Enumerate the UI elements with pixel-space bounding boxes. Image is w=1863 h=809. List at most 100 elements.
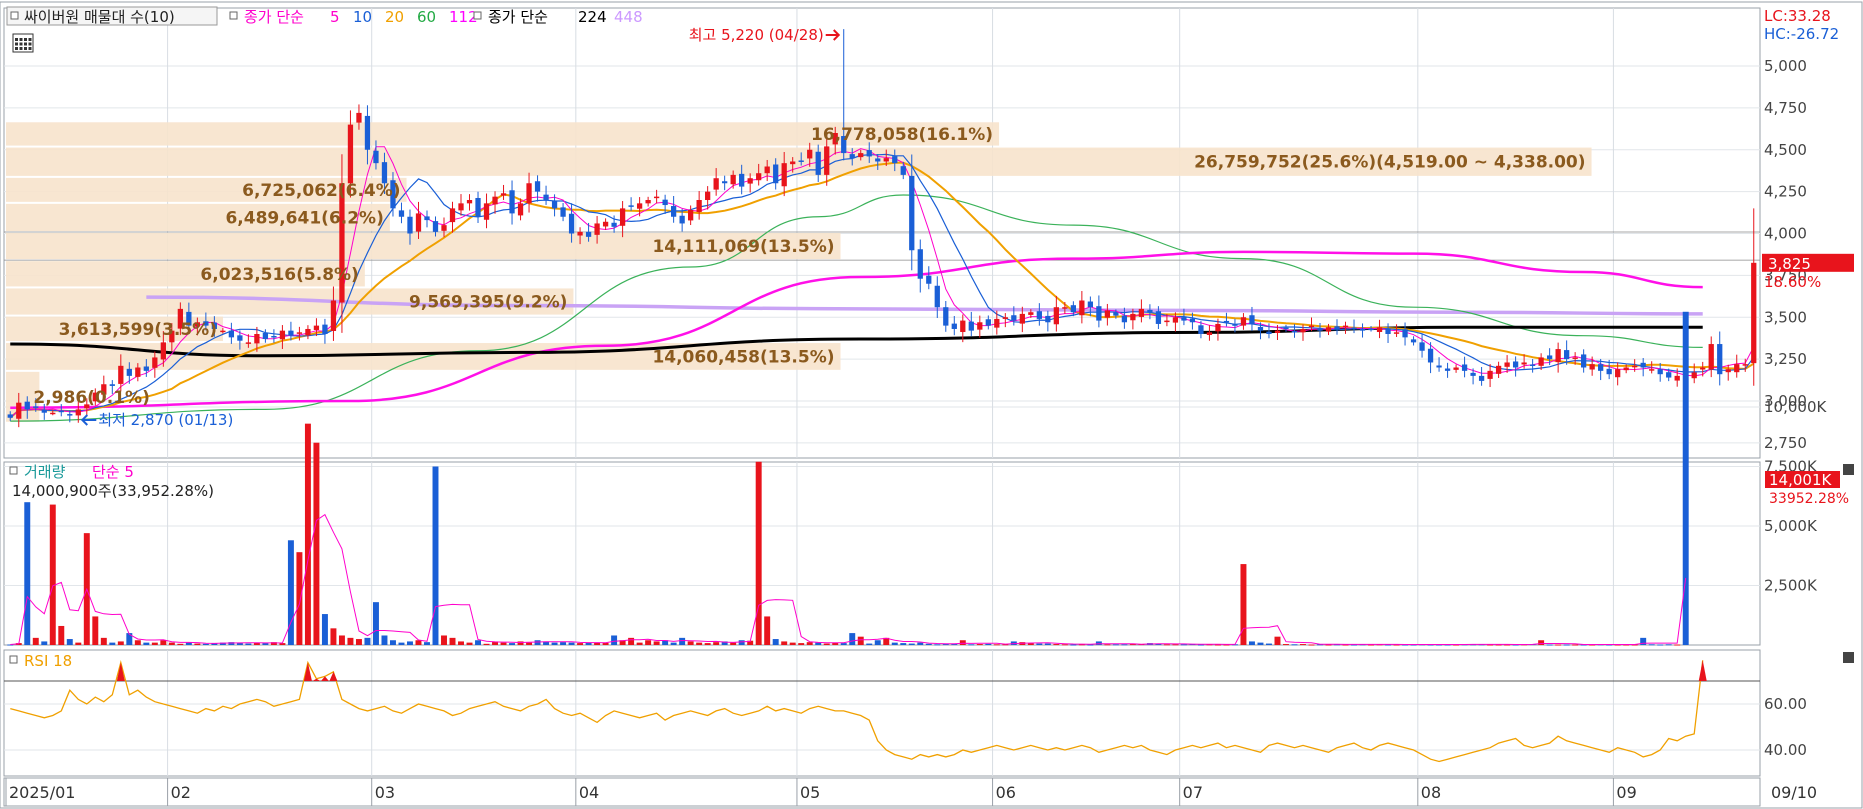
volume-bar [364,637,371,645]
calendar-cell [15,38,18,41]
volume-bar [789,642,796,645]
volume-bar [1036,643,1043,645]
volume-bar [594,642,601,645]
candle-body [636,203,643,209]
candle-body [790,161,796,165]
volume-bar [1070,644,1077,646]
candle-body [492,196,498,205]
x-axis-label: 04 [579,783,599,802]
calendar-cell [15,42,18,46]
volume-bar [585,642,592,645]
volume-bar [874,640,881,645]
candle-body [628,205,634,207]
candle-body [33,406,39,408]
volume-bar [1095,641,1102,645]
candle-body [1028,312,1034,315]
candle-body [1495,365,1502,374]
candle-body [1308,325,1315,328]
volume-bar [1648,644,1655,646]
calendar-cell [28,38,32,41]
candle-body [909,175,915,251]
rsi-overbought-marker [1698,660,1707,681]
candle-body [866,150,872,157]
volume-bar [755,461,762,645]
candle-body [815,151,821,175]
candle-body [1206,332,1213,336]
x-axis-bar [3,777,1761,807]
candle-body [41,409,47,413]
volume-profile-label: 14,060,458(13.5%) [652,347,834,367]
volume-bar [1410,644,1417,646]
volume-bar [636,642,643,645]
volume-bar [1580,644,1587,646]
candle-body [773,164,779,184]
volume-bar [1078,644,1085,646]
volume-profile-label: 14,111,069(13.5%) [652,237,834,257]
volume-bar [372,602,379,645]
volume-bar [1283,644,1289,646]
candle-body [1623,367,1629,371]
price-tick-label: 4,750 [1764,99,1807,117]
volume-bar [500,642,507,645]
volume-bar [738,640,745,645]
volume-bar [1674,644,1681,646]
volume-bar [781,641,788,645]
volume-bar [798,643,805,645]
rsi-overbought-marker [320,676,329,681]
candle-body [1581,354,1587,368]
candle-body [1232,324,1238,326]
candle-body [1402,329,1408,338]
calendar-icon [12,33,34,53]
candle-body [1708,344,1714,370]
candle-body [1393,332,1400,334]
volume-bar [721,641,728,645]
price-tick-label: 3,000 [1764,392,1807,410]
volume-bar [679,637,686,645]
volume-bar [849,633,856,645]
volume-bar [577,643,584,645]
candle-body [1104,310,1111,318]
volume-bar [704,643,711,645]
candle-body [1155,311,1162,324]
candle-body [143,366,149,371]
rsi-line [10,660,1704,763]
volume-bar [713,642,720,645]
rsi-close-icon [1843,652,1854,663]
volume-profile-label: 6,725,062(6.4%) [242,181,400,201]
candle-body [1470,372,1476,376]
volume-tick-label: 2,500K [1764,577,1818,595]
candle-body [1266,331,1272,334]
low-arrow [80,414,97,426]
candle-body [696,200,702,213]
price-legend: 싸이버원 매물대 수(10) 종가 단순 5 10 20 60 112 종가 단순 224 448 [6,6,643,53]
volume-last-box [1765,471,1840,488]
volume-bar [313,442,320,645]
candle-body [1742,364,1748,366]
candle-body [169,330,175,343]
candle-body [271,336,277,338]
candle-body [1725,369,1731,373]
candle-body [1504,362,1510,367]
volume-bar [151,642,158,645]
candle-body [1632,365,1638,368]
candle-body [220,330,226,333]
volume-bar [1487,644,1494,646]
candle-body [662,199,668,206]
ma-legend-title: 종가 단순 [244,8,304,26]
volume-bar [407,641,413,645]
volume-bar [1368,644,1375,646]
volume-bar [1214,644,1221,646]
volume-bar [1180,644,1187,646]
volume-bar [7,644,14,646]
candle-body [24,401,30,410]
volume-bar [245,643,252,645]
candle-body [1657,369,1663,375]
volume-bar [109,642,116,645]
candle-body [1325,327,1332,332]
volume-bar [534,640,541,645]
candle-body [985,319,991,326]
candle-body [347,124,354,184]
candle-body [1291,330,1298,333]
candle-body [152,357,158,368]
